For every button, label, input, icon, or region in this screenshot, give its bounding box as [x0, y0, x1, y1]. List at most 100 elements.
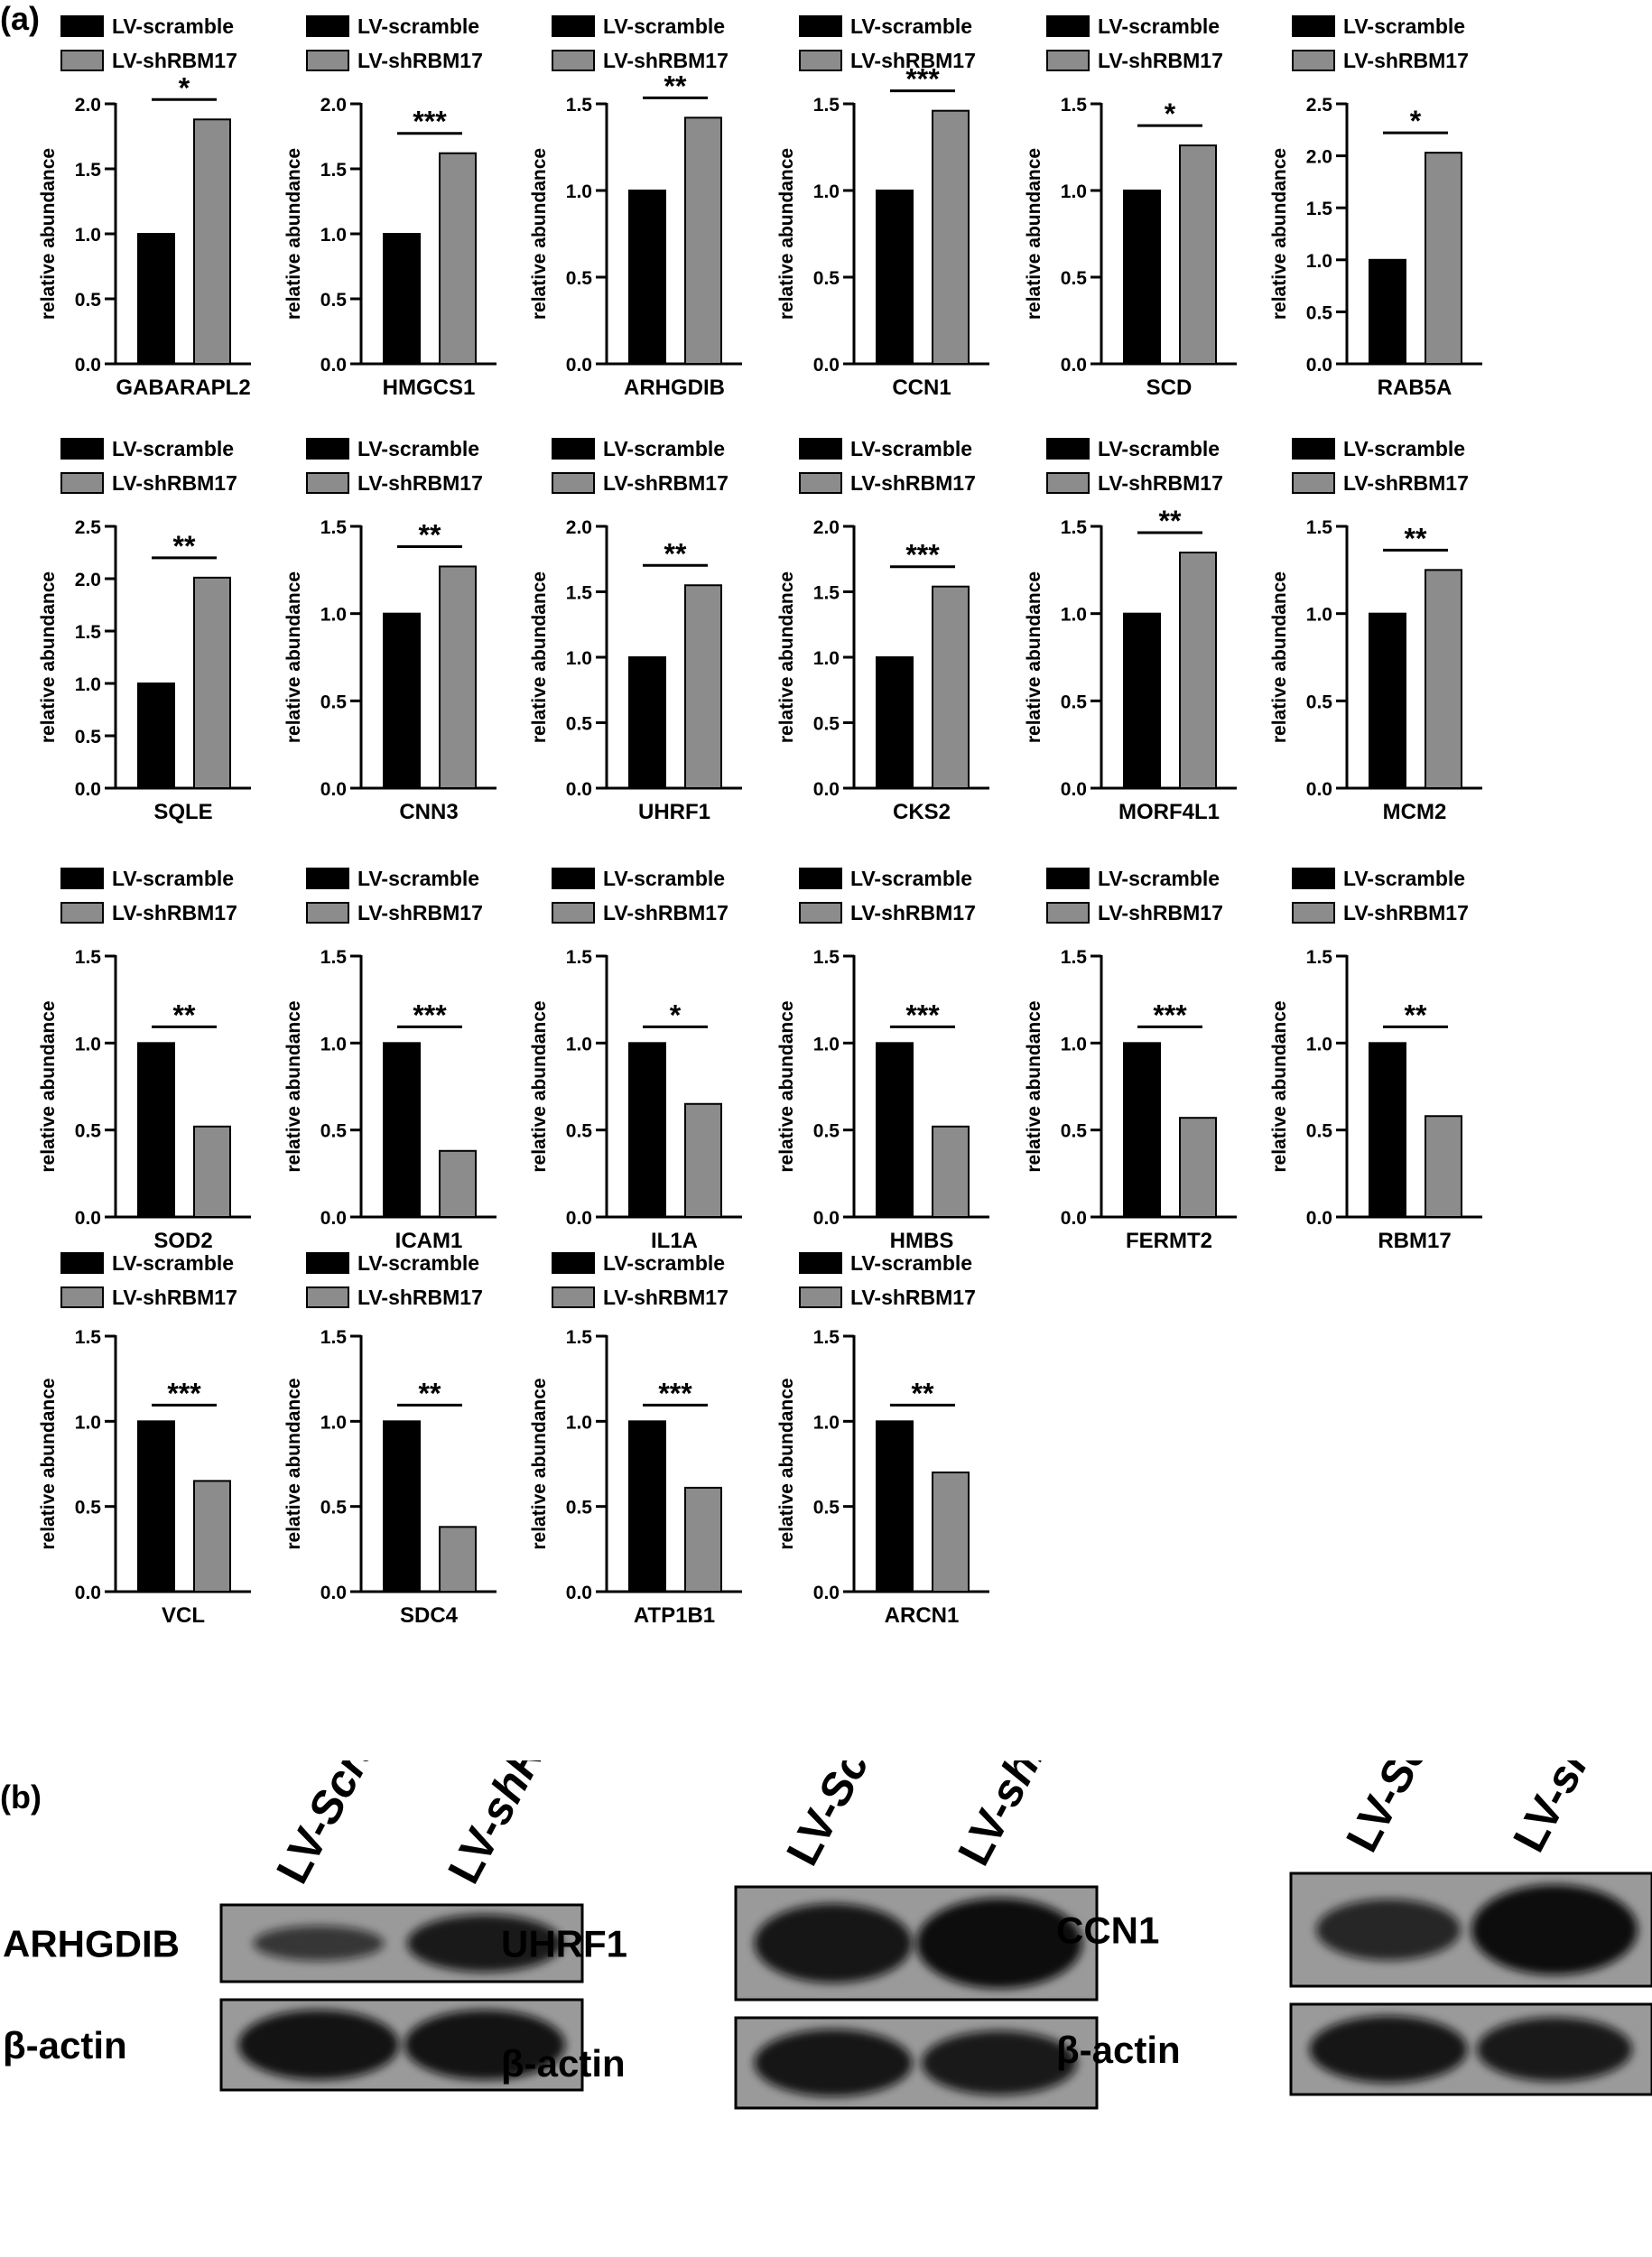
y-tick-label: 0.5	[320, 290, 348, 311]
chart-legend: LV-scramble LV-shRBM17	[1292, 867, 1469, 924]
legend-swatch-scramble	[799, 438, 842, 460]
bar-scramble	[628, 656, 666, 789]
significance-stars: *	[1410, 105, 1422, 137]
legend-swatch-shrbm17	[1292, 472, 1335, 494]
y-tick-label: 0.0	[320, 1583, 347, 1603]
legend-label-scramble: LV-scramble	[112, 1251, 234, 1275]
chart-title: RBM17	[1378, 1229, 1451, 1253]
bar-shrbm17	[684, 584, 722, 789]
legend-swatch-scramble	[306, 868, 349, 889]
bar-scramble	[137, 683, 175, 789]
y-axis-title: relative abundance	[1269, 571, 1290, 743]
y-tick-label: 1.5	[813, 583, 840, 604]
y-axis-title: relative abundance	[529, 1378, 550, 1549]
legend-label-shrbm17: LV-shRBM17	[112, 1286, 237, 1309]
legend-swatch-scramble	[552, 15, 595, 37]
y-tick-label: 1.5	[813, 95, 840, 116]
y-axis-title: relative abundance	[1269, 148, 1290, 320]
chart-legend: LV-scramble LV-shRBM17	[306, 14, 483, 72]
protein-label-target: UHRF1	[501, 1923, 627, 1965]
chart-legend: LV-scramble LV-shRBM17	[306, 867, 483, 924]
y-tick-label: 0.0	[1306, 355, 1332, 376]
legend-label-shrbm17: LV-shRBM17	[357, 1286, 483, 1309]
chart-legend: LV-scramble LV-shRBM17	[1046, 437, 1223, 495]
bar-scramble	[876, 1042, 914, 1219]
y-axis-title: relative abundance	[38, 1378, 59, 1549]
chart-title: CKS2	[893, 800, 951, 824]
chart-title: UHRF1	[638, 800, 710, 824]
y-tick-label: 1.5	[1306, 199, 1333, 219]
chart-cnn3: LV-scramble LV-shRBM17 0.0 0.5 1.0 1.5 relativ…	[283, 437, 497, 824]
y-tick-label: 0.5	[75, 1498, 102, 1519]
legend-label-shrbm17: LV-shRBM17	[1343, 901, 1469, 924]
chart-cks2: LV-scramble LV-shRBM17 0.0 0.5 1.0 1.5 2.0 rela…	[776, 437, 989, 824]
chart-ccn1: LV-scramble LV-shRBM17 0.0 0.5 1.0 1.5 relativ…	[776, 14, 989, 400]
y-tick-label: 0.5	[320, 1498, 348, 1519]
legend-swatch-shrbm17	[799, 472, 842, 494]
chart-title: IL1A	[651, 1229, 698, 1253]
chart-title: FERMT2	[1126, 1229, 1212, 1253]
y-tick-label: 0.0	[75, 779, 101, 800]
bar-scramble	[1123, 190, 1161, 365]
legend-label-scramble: LV-scramble	[357, 437, 479, 460]
y-tick-label: 1.5	[75, 947, 102, 968]
chart-title: MORF4L1	[1118, 800, 1220, 824]
legend-swatch-scramble	[60, 1252, 104, 1274]
legend-label-shrbm17: LV-shRBM17	[1098, 471, 1223, 495]
significance-stars: **	[1159, 505, 1182, 537]
y-tick-label: 0.5	[1306, 692, 1333, 712]
legend-label-shrbm17: LV-shRBM17	[357, 471, 483, 495]
chart-title: SOD2	[153, 1229, 212, 1253]
bar-scramble	[1369, 258, 1406, 365]
y-tick-label: 1.5	[320, 947, 348, 968]
legend-label-scramble: LV-scramble	[603, 1251, 725, 1275]
chart-legend: LV-scramble LV-shRBM17	[1292, 437, 1469, 495]
chart-legend: LV-scramble LV-shRBM17	[60, 437, 237, 495]
y-tick-label: 0.5	[566, 1498, 593, 1519]
bar-scramble	[137, 1042, 175, 1219]
y-tick-label: 0.0	[75, 1208, 101, 1229]
legend-swatch-shrbm17	[1292, 50, 1335, 71]
y-axis-title: relative abundance	[776, 1000, 797, 1172]
legend-label-shrbm17: LV-shRBM17	[850, 901, 976, 924]
y-tick-label: 0.5	[566, 714, 593, 735]
chart-sdc4: LV-scramble LV-shRBM17 0.0 0.5 1.0 1.5 relativ…	[283, 1251, 497, 1628]
y-tick-label: 1.0	[566, 181, 592, 202]
legend-label-shrbm17: LV-shRBM17	[603, 901, 729, 924]
y-axis-title: relative abundance	[283, 1378, 304, 1549]
y-tick-label: 0.5	[813, 1498, 840, 1519]
chart-atp1b1: LV-scramble LV-shRBM17 0.0 0.5 1.0 1.5 relativ…	[529, 1251, 742, 1628]
legend-label-shrbm17: LV-shRBM17	[850, 471, 976, 495]
y-tick-label: 0.0	[813, 1208, 840, 1229]
y-tick-label: 0.5	[75, 1121, 102, 1142]
legend-label-scramble: LV-scramble	[603, 437, 725, 460]
chart-icam1: LV-scramble LV-shRBM17 0.0 0.5 1.0 1.5 relativ…	[283, 867, 497, 1253]
legend-swatch-shrbm17	[306, 902, 349, 924]
significance-stars: **	[664, 70, 687, 102]
chart-legend: LV-scramble LV-shRBM17	[552, 14, 729, 72]
legend-label-scramble: LV-scramble	[357, 14, 479, 38]
bar-chart-grid: LV-scramble LV-shRBM17 0.0 0.5 1.0 1.5 2.0 rela…	[38, 14, 1482, 1628]
bar-shrbm17	[1179, 552, 1217, 789]
legend-label-shrbm17: LV-shRBM17	[603, 471, 729, 495]
chart-mcm2: LV-scramble LV-shRBM17 0.0 0.5 1.0 1.5 relativ…	[1269, 437, 1482, 824]
y-tick-label: 2.0	[75, 570, 101, 590]
chart-gabarapl2: LV-scramble LV-shRBM17 0.0 0.5 1.0 1.5 2.0 rela…	[38, 14, 251, 400]
chart-title: ICAM1	[395, 1229, 463, 1253]
y-tick-label: 1.5	[566, 95, 593, 116]
chart-title: CCN1	[892, 376, 951, 400]
chart-title: SQLE	[153, 800, 212, 824]
chart-arcn1: LV-scramble LV-shRBM17 0.0 0.5 1.0 1.5 relativ…	[776, 1251, 989, 1628]
legend-swatch-shrbm17	[1046, 472, 1090, 494]
bar-shrbm17	[684, 1486, 722, 1593]
y-tick-label: 0.0	[320, 779, 347, 800]
legend-swatch-scramble	[552, 1252, 595, 1274]
significance-stars: *	[179, 71, 190, 104]
legend-label-shrbm17: LV-shRBM17	[112, 471, 237, 495]
chart-legend: LV-scramble LV-shRBM17	[799, 867, 976, 924]
y-tick-label: 0.0	[320, 355, 347, 376]
y-axis-title: relative abundance	[529, 1000, 550, 1172]
lane-label: LV-Scramble	[266, 1760, 438, 1891]
legend-label-shrbm17: LV-shRBM17	[357, 49, 483, 72]
legend-label-shrbm17: LV-shRBM17	[603, 49, 729, 72]
